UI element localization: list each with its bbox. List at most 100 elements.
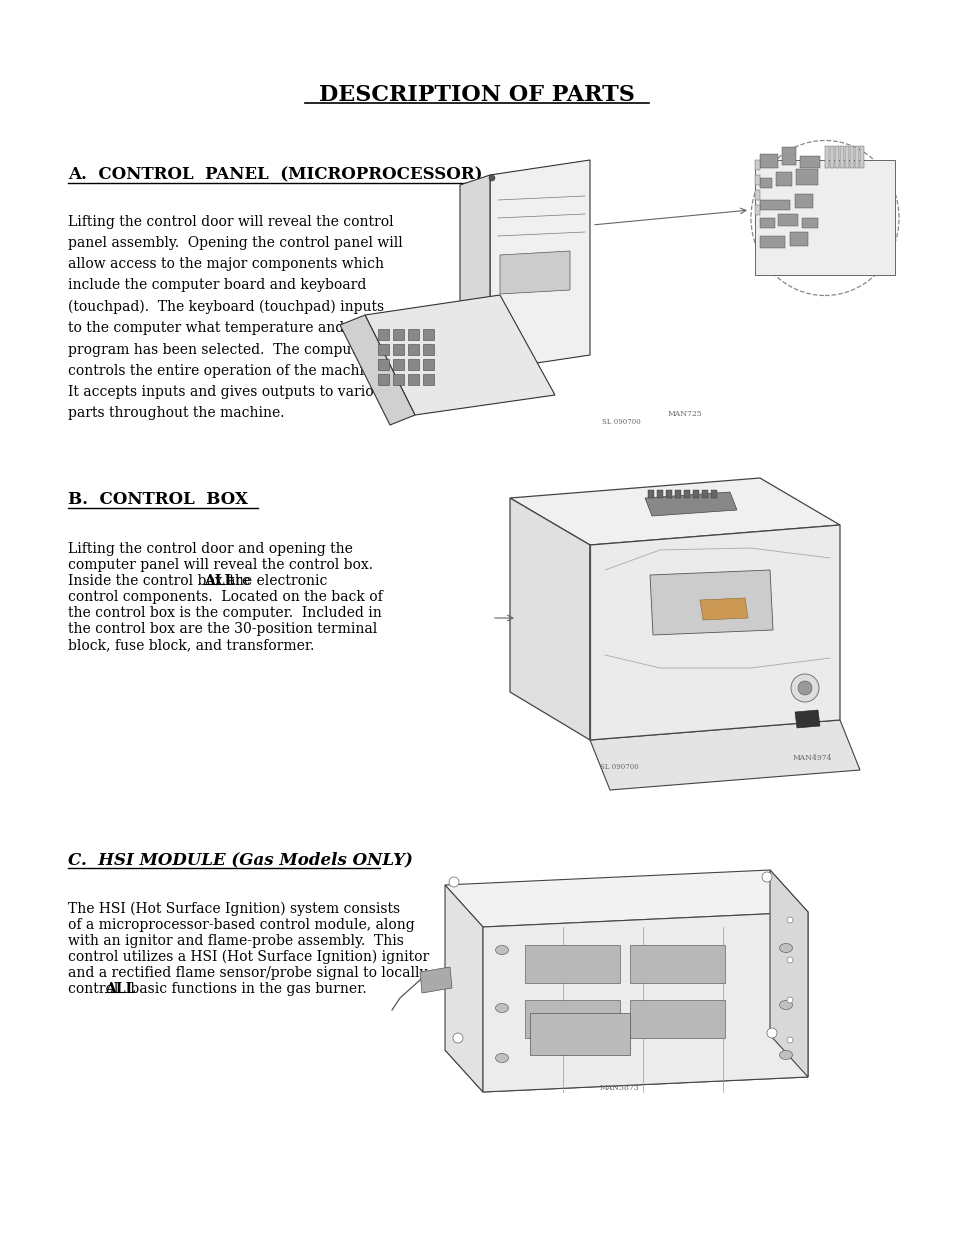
Text: basic functions in the gas burner.: basic functions in the gas burner.	[126, 982, 366, 995]
Polygon shape	[419, 967, 452, 993]
Bar	[530, 1013, 629, 1055]
Bar	[801, 219, 817, 228]
Bar	[840, 146, 843, 168]
Polygon shape	[444, 869, 807, 927]
Bar	[834, 146, 838, 168]
Bar	[760, 178, 771, 188]
Polygon shape	[510, 478, 840, 545]
Polygon shape	[339, 315, 415, 425]
Bar	[377, 374, 389, 385]
Bar	[760, 236, 784, 248]
Bar	[629, 1000, 724, 1037]
Bar	[393, 329, 403, 340]
Bar	[775, 172, 791, 186]
Bar	[377, 329, 389, 340]
Text: control components.  Located on the back of: control components. Located on the back …	[68, 590, 382, 604]
Circle shape	[453, 1032, 462, 1044]
Bar	[800, 156, 820, 168]
Bar	[647, 490, 654, 498]
Circle shape	[761, 872, 771, 882]
Bar	[393, 359, 403, 370]
Text: ALL: ALL	[105, 982, 135, 995]
Text: Inside the control box are: Inside the control box are	[68, 574, 254, 588]
Bar	[789, 232, 807, 246]
Text: of a microprocessor-based control module, along: of a microprocessor-based control module…	[68, 918, 415, 932]
Polygon shape	[644, 492, 737, 516]
Bar	[829, 146, 833, 168]
Polygon shape	[649, 571, 772, 635]
Polygon shape	[589, 525, 840, 740]
Circle shape	[786, 918, 792, 923]
Text: with an ignitor and flame-probe assembly.  This: with an ignitor and flame-probe assembly…	[68, 934, 403, 948]
Polygon shape	[510, 498, 589, 740]
Bar	[665, 490, 671, 498]
Bar	[393, 345, 403, 354]
Text: A.  CONTROL  PANEL  (MICROPROCESSOR): A. CONTROL PANEL (MICROPROCESSOR)	[68, 167, 482, 184]
Bar	[701, 490, 707, 498]
Bar	[754, 190, 760, 200]
Text: control: control	[68, 982, 123, 995]
Polygon shape	[589, 720, 859, 790]
Polygon shape	[490, 161, 589, 370]
Bar	[754, 205, 760, 215]
Bar	[778, 214, 797, 226]
Bar	[408, 359, 418, 370]
Text: DESCRIPTION OF PARTS: DESCRIPTION OF PARTS	[318, 84, 635, 106]
Bar	[422, 345, 434, 354]
Bar	[408, 345, 418, 354]
Polygon shape	[444, 885, 482, 1092]
Bar	[524, 945, 619, 983]
Text: B.  CONTROL  BOX: B. CONTROL BOX	[68, 492, 248, 509]
Bar	[710, 490, 717, 498]
Text: MAN3873: MAN3873	[599, 1084, 639, 1092]
Bar	[854, 146, 858, 168]
Bar	[859, 146, 863, 168]
Bar	[683, 490, 689, 498]
Text: The HSI (Hot Surface Ignition) system consists: The HSI (Hot Surface Ignition) system co…	[68, 902, 399, 916]
Text: the control box is the computer.  Included in: the control box is the computer. Include…	[68, 606, 381, 620]
Text: the electronic: the electronic	[225, 574, 327, 588]
Polygon shape	[754, 161, 894, 275]
Text: and a rectified flame sensor/probe signal to locally: and a rectified flame sensor/probe signa…	[68, 966, 427, 981]
Bar	[849, 146, 853, 168]
Bar	[377, 359, 389, 370]
Polygon shape	[482, 911, 807, 1092]
Circle shape	[786, 997, 792, 1003]
Polygon shape	[794, 710, 820, 727]
Bar	[422, 329, 434, 340]
Ellipse shape	[750, 141, 898, 295]
Bar	[781, 147, 795, 165]
Text: ALL: ALL	[204, 574, 234, 588]
Bar	[675, 490, 680, 498]
Bar	[824, 146, 828, 168]
Bar	[760, 200, 789, 210]
Text: control utilizes a HSI (Hot Surface Ignition) ignitor: control utilizes a HSI (Hot Surface Igni…	[68, 950, 429, 965]
Text: MAN725: MAN725	[667, 410, 702, 417]
Circle shape	[790, 674, 818, 701]
Ellipse shape	[495, 1053, 508, 1062]
Polygon shape	[365, 295, 555, 415]
Text: block, fuse block, and transformer.: block, fuse block, and transformer.	[68, 638, 314, 652]
Bar	[408, 329, 418, 340]
Circle shape	[449, 877, 458, 887]
Polygon shape	[444, 1035, 807, 1092]
Bar	[760, 154, 778, 168]
Ellipse shape	[779, 1000, 792, 1009]
Text: Lifting the control door and opening the: Lifting the control door and opening the	[68, 542, 353, 556]
Bar	[524, 1000, 619, 1037]
Bar	[393, 374, 403, 385]
Bar	[629, 945, 724, 983]
Bar	[657, 490, 662, 498]
Bar	[422, 374, 434, 385]
Text: C.  HSI MODULE (Gas Models ONLY): C. HSI MODULE (Gas Models ONLY)	[68, 851, 413, 868]
Circle shape	[489, 175, 495, 182]
Circle shape	[797, 680, 811, 695]
Bar	[794, 194, 812, 207]
Bar	[377, 345, 389, 354]
Bar	[692, 490, 699, 498]
Text: Lifting the control door will reveal the control
panel assembly.  Opening the co: Lifting the control door will reveal the…	[68, 215, 402, 420]
Ellipse shape	[779, 944, 792, 952]
Bar	[795, 169, 817, 185]
Bar	[422, 359, 434, 370]
Polygon shape	[769, 869, 807, 1077]
